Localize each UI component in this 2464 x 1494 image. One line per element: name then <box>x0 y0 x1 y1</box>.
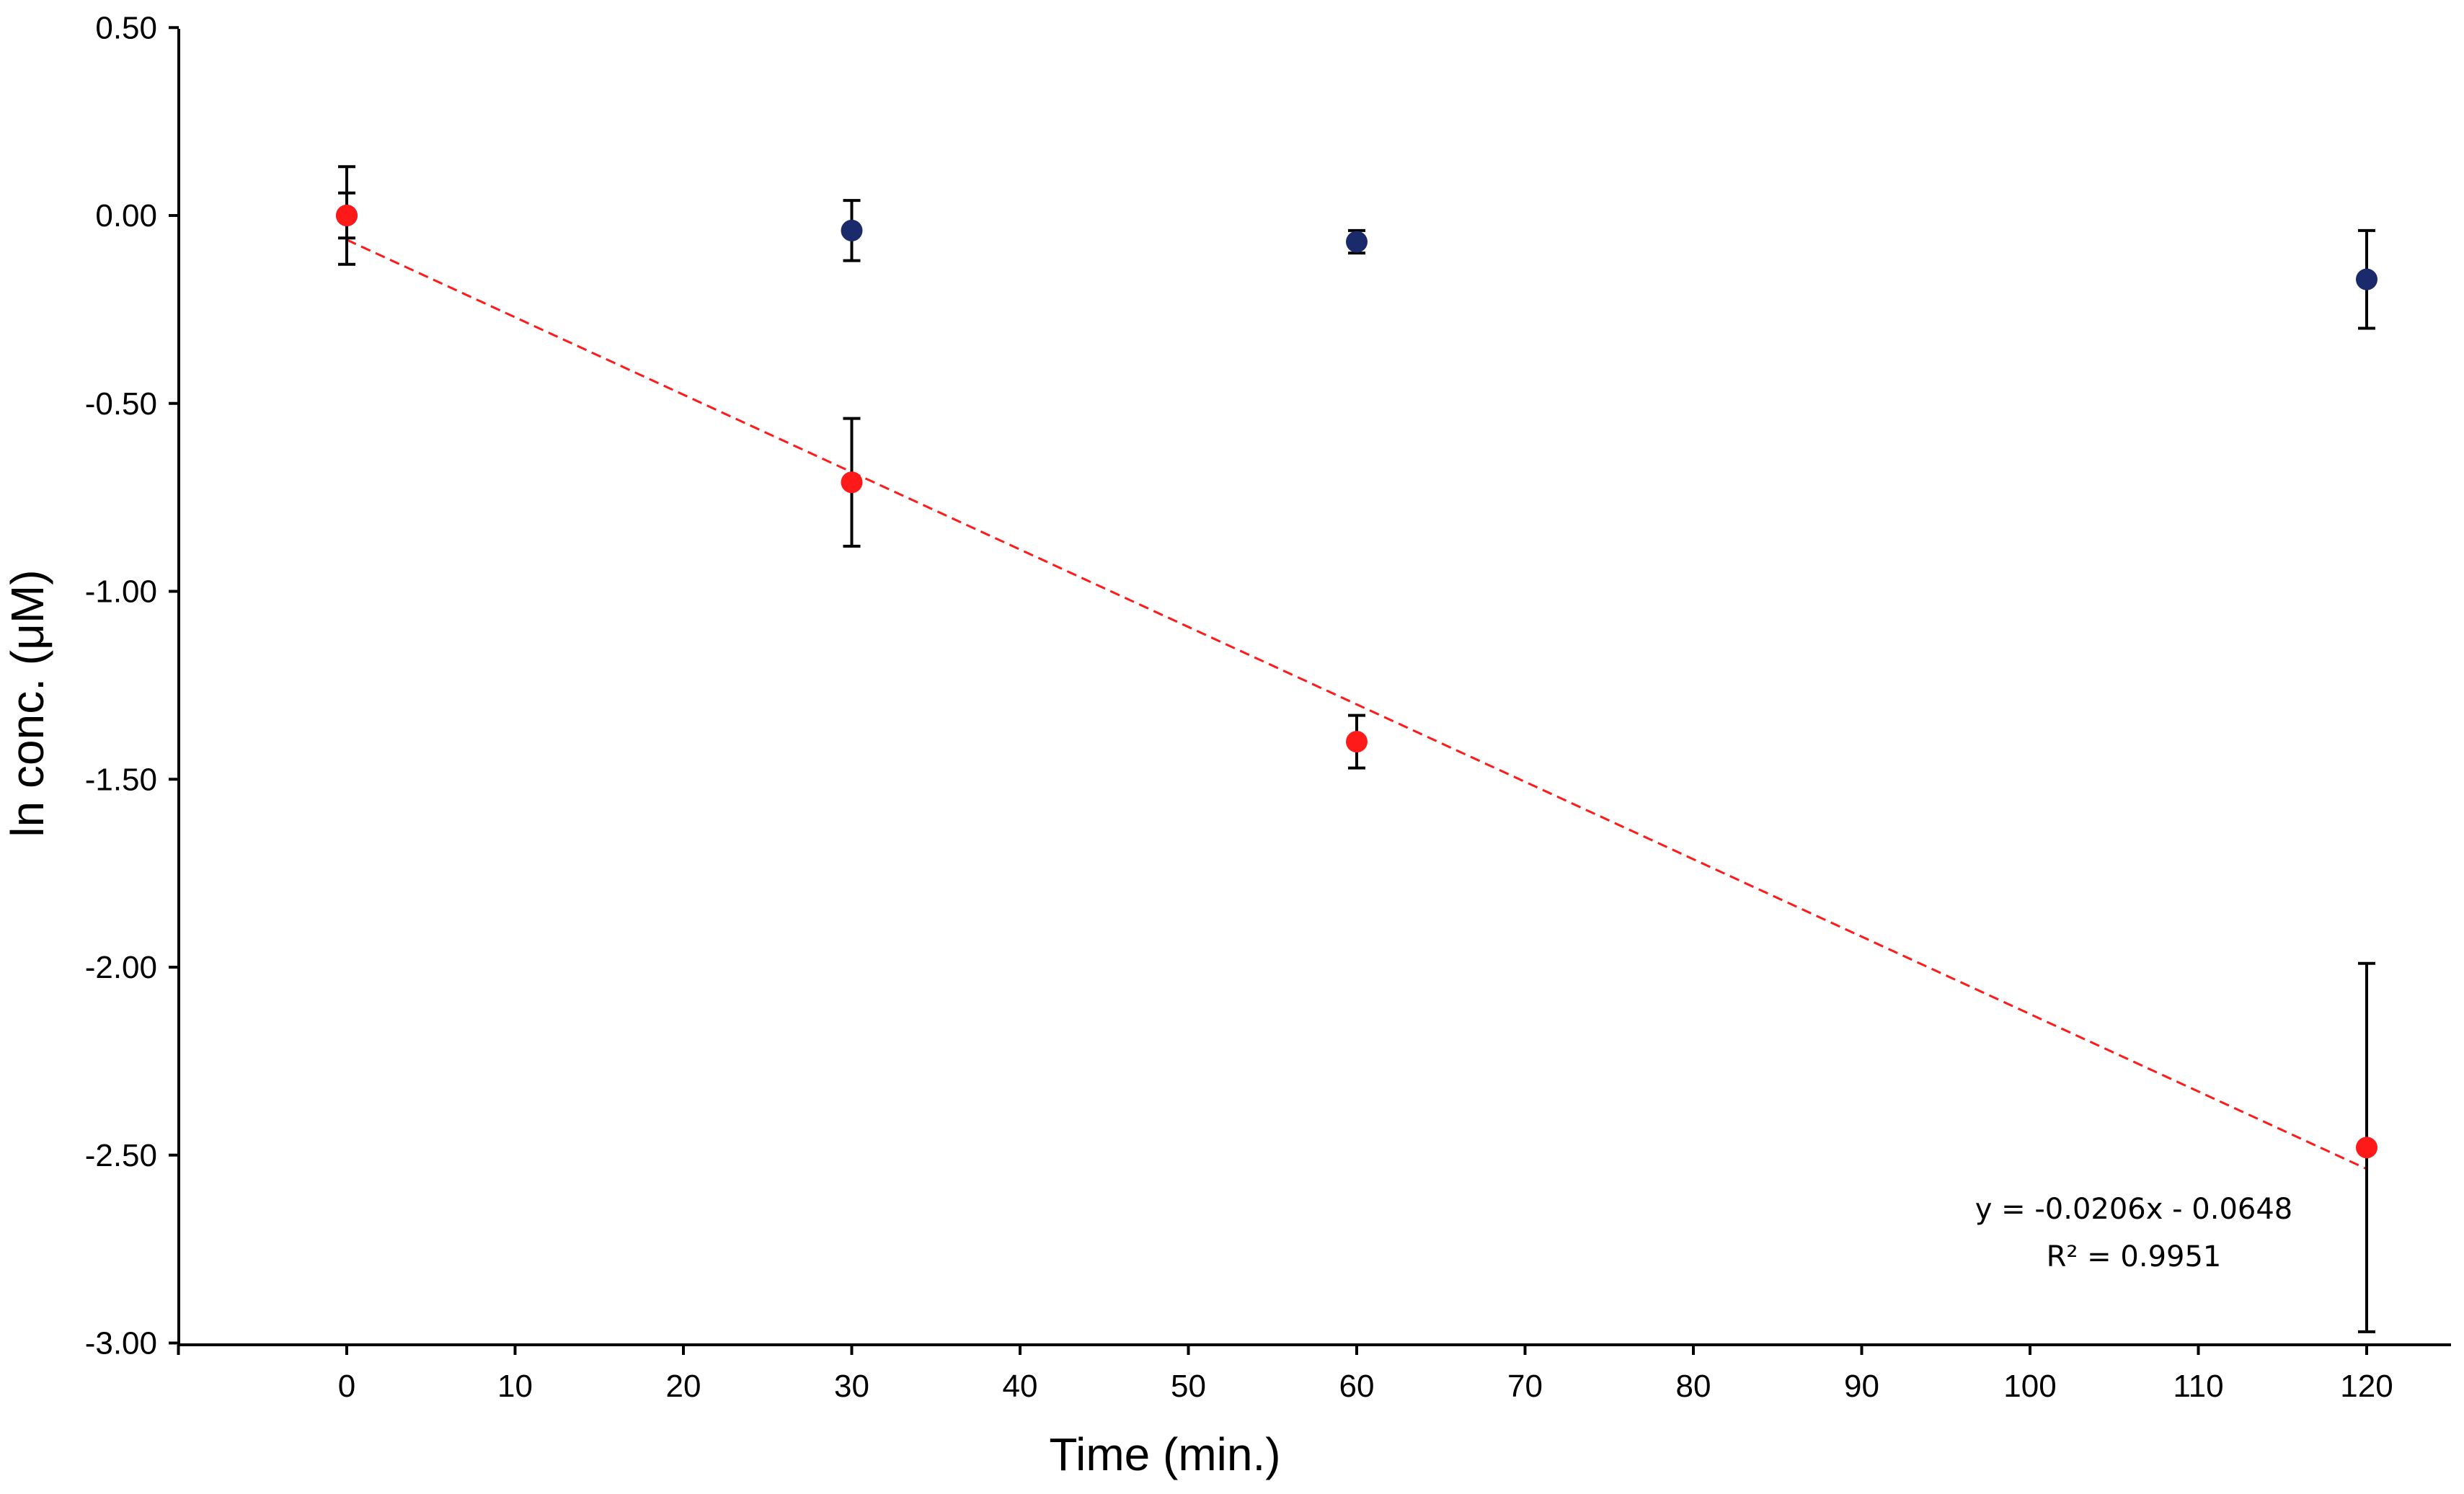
trendline-equation: y = -0.0206x - 0.0648 <box>1975 1193 2293 1226</box>
x-tick-label: 60 <box>1339 1369 1375 1404</box>
y-tick-label: 0.50 <box>95 10 157 45</box>
y-axis-title: ln conc. (μM) <box>1 569 53 837</box>
x-tick-label: 20 <box>666 1369 701 1404</box>
x-axis-title: Time (min.) <box>1049 1428 1280 1480</box>
y-tick-label: -3.00 <box>85 1326 157 1361</box>
axes: 0.50 0.00 -0.50 -1.00 -1.50 -2.00 -2.50 -3.00 0 1… <box>85 10 2451 1404</box>
y-tick-label: -1.50 <box>85 762 157 797</box>
trendline-r-squared: R² = 0.9951 <box>2047 1240 2222 1273</box>
y-tick-label: -0.50 <box>85 386 157 422</box>
y-tick-label: 0.00 <box>95 198 157 234</box>
trendline-group <box>346 239 2367 1170</box>
x-tick-label: 10 <box>497 1369 533 1404</box>
data-point <box>2356 1137 2377 1159</box>
data-point <box>336 205 358 226</box>
x-tick-label: 80 <box>1676 1369 1711 1404</box>
x-tick-label: 100 <box>2003 1369 2056 1404</box>
x-tick-label: 70 <box>1507 1369 1543 1404</box>
trendline <box>346 239 2367 1170</box>
x-tick-label: 40 <box>1003 1369 1038 1404</box>
x-tick-label: 30 <box>834 1369 869 1404</box>
data-point <box>1346 231 1368 253</box>
y-tick-label: -1.00 <box>85 574 157 610</box>
x-tick-label: 90 <box>1844 1369 1879 1404</box>
data-point <box>841 219 863 241</box>
x-tick-label: 110 <box>2173 1369 2223 1404</box>
y-tick-label: -2.50 <box>85 1138 157 1173</box>
data-marks <box>336 165 2377 1333</box>
x-tick-label: 50 <box>1171 1369 1206 1404</box>
data-point <box>841 471 863 494</box>
x-tick-label: 120 <box>2340 1369 2393 1404</box>
data-point <box>1346 731 1368 753</box>
y-tick-label: -2.00 <box>85 950 157 985</box>
data-point <box>2356 268 2377 290</box>
x-tick-label: 0 <box>338 1369 355 1404</box>
